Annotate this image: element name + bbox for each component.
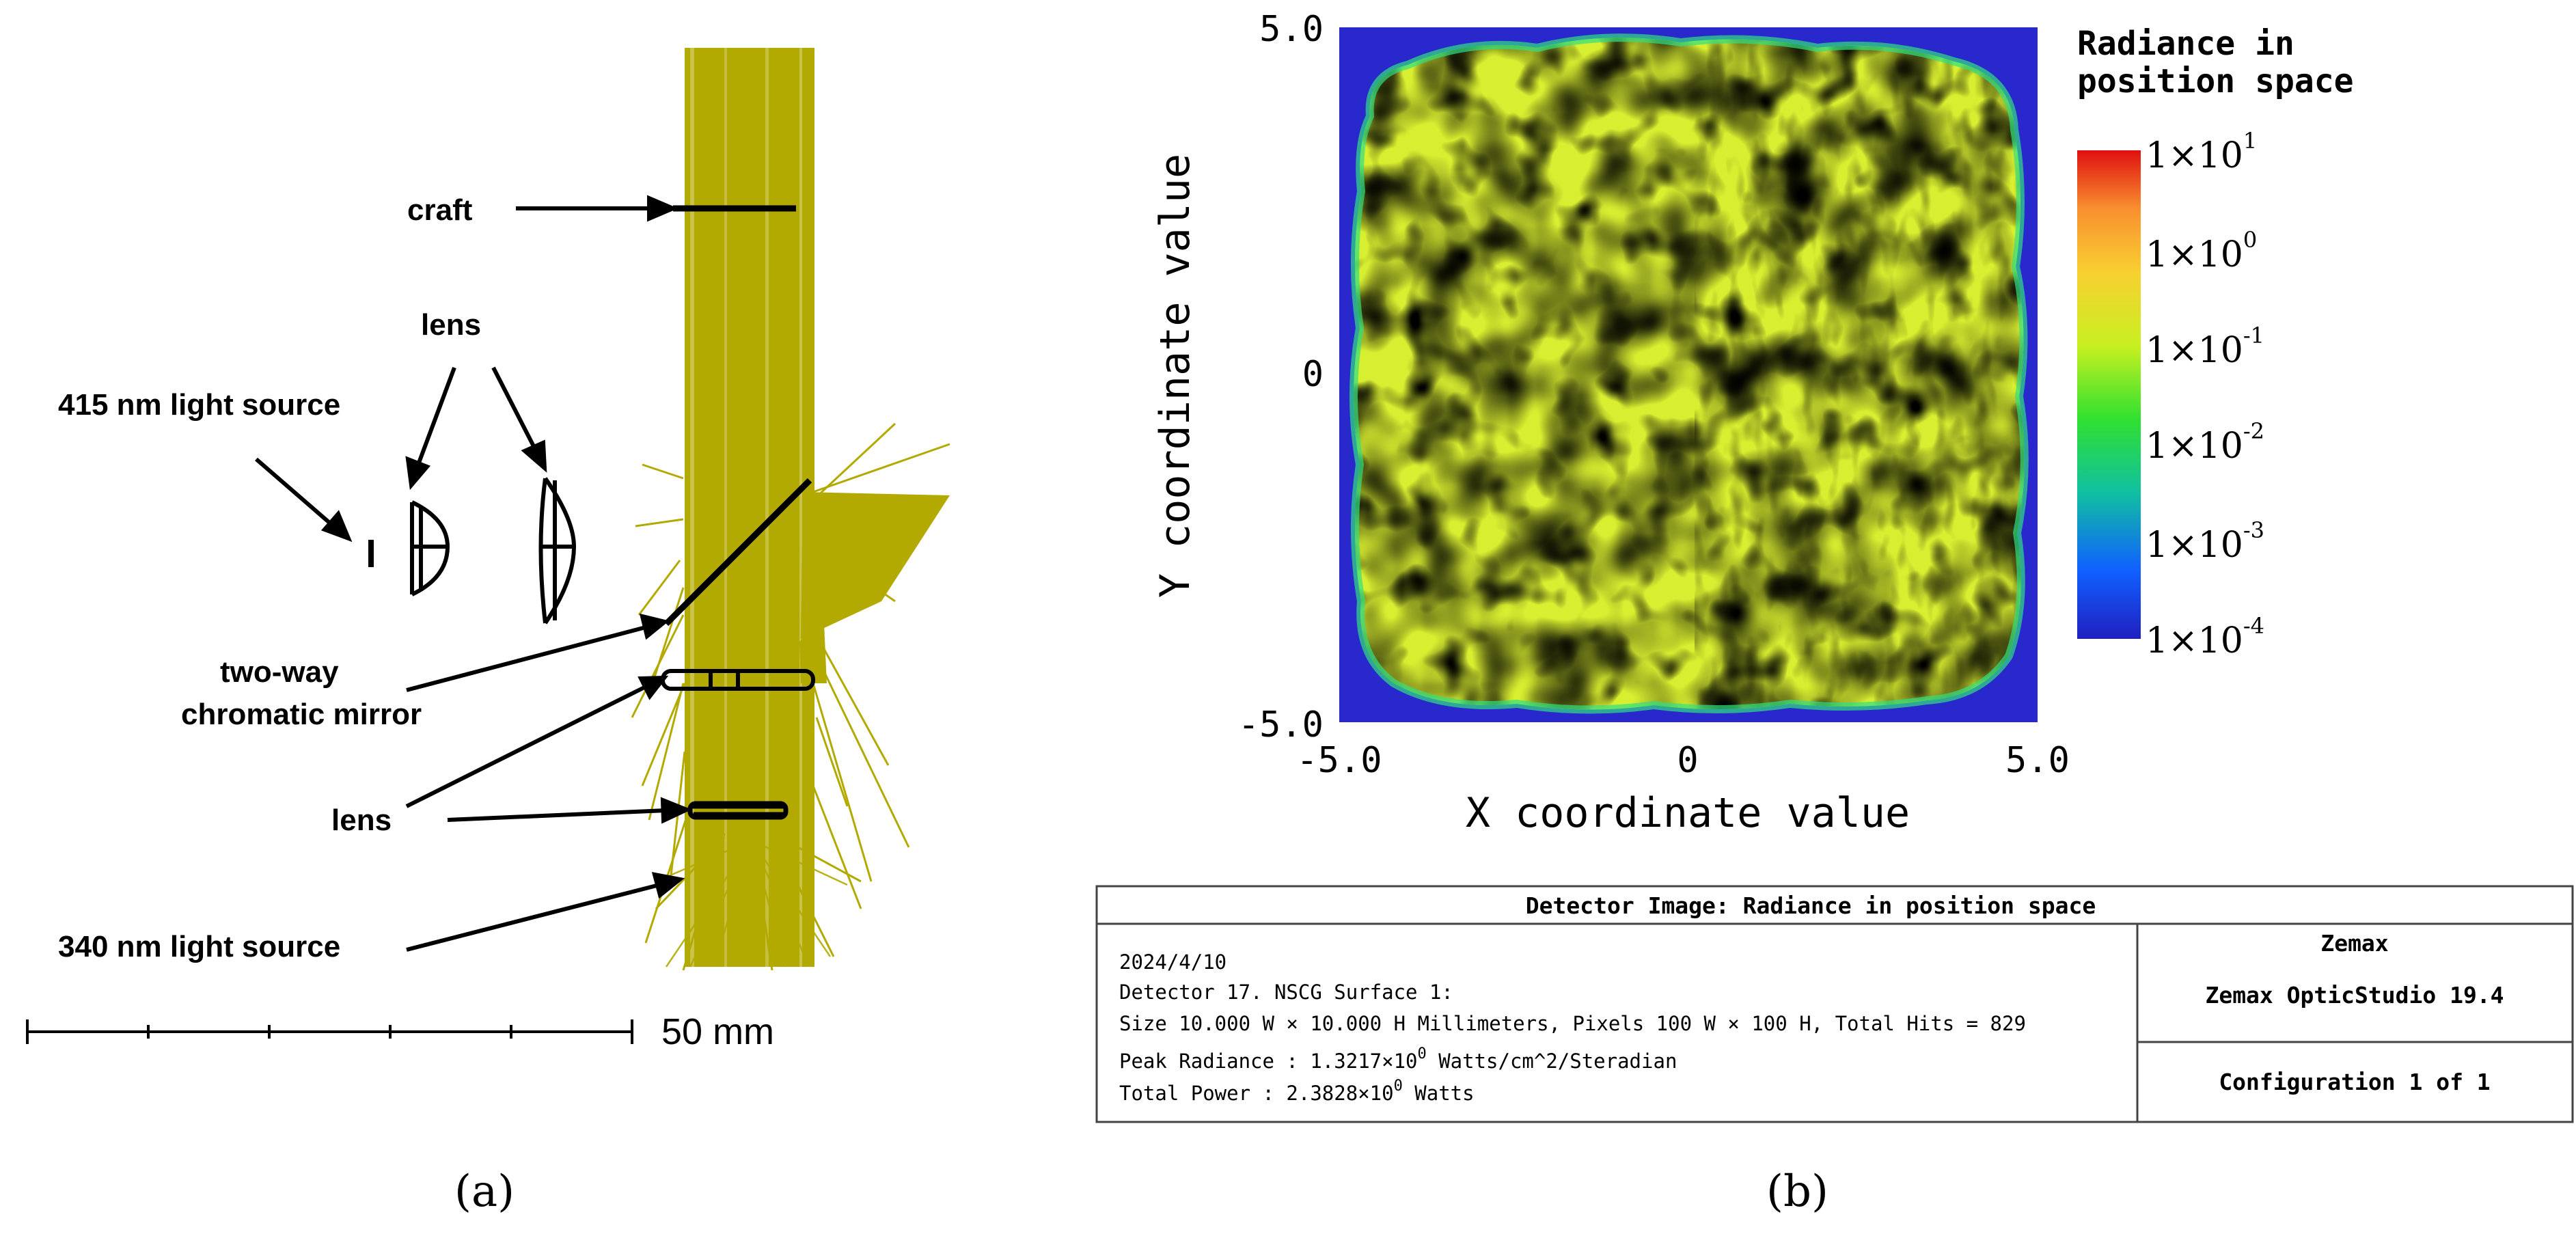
caption-a: (a) xyxy=(454,1166,515,1217)
optical-layout-diagram: craft lens 415 nm light source two-way c… xyxy=(26,48,950,1217)
lens-left-large xyxy=(538,477,577,625)
colorbar-tick: 1×10-2 xyxy=(2146,418,2264,467)
info-company: Zemax xyxy=(2320,930,2388,957)
label-mirror-line1: two-way xyxy=(220,655,339,689)
radiance-heatmap-chart: 5.0 0 -5.0 -5.0 0 5.0 X coordinate value… xyxy=(1151,9,2354,837)
colorbar-tick: 1×10-4 xyxy=(2146,613,2264,661)
caption-b: (b) xyxy=(1766,1166,1828,1217)
label-mirror-line2: chromatic mirror xyxy=(181,698,422,731)
lens-left-small xyxy=(410,500,450,597)
x-tick-left: -5.0 xyxy=(1296,740,1382,781)
colorbar-tick: 1×10-3 xyxy=(2146,517,2264,566)
y-tick-bottom: -5.0 xyxy=(1238,704,1324,745)
colorbar-tick: 1×100 xyxy=(2146,227,2257,275)
info-configuration: Configuration 1 of 1 xyxy=(2219,1069,2490,1095)
label-lens-top: lens xyxy=(421,308,481,342)
colorbar-gradient xyxy=(2077,150,2141,639)
label-craft: craft xyxy=(407,193,473,227)
info-size: Size 10.000 W × 10.000 H Millimeters, Pi… xyxy=(1119,1012,2026,1035)
colorbar-title-line2: position space xyxy=(2077,62,2354,100)
info-title: Detector Image: Radiance in position spa… xyxy=(1526,892,2096,919)
x-axis-label: X coordinate value xyxy=(1466,789,1910,837)
label-arrows xyxy=(255,195,692,952)
label-lens-bottom: lens xyxy=(331,804,392,837)
info-product: Zemax OpticStudio 19.4 xyxy=(2205,982,2504,1009)
info-date: 2024/4/10 xyxy=(1119,950,1227,974)
x-tick-mid: 0 xyxy=(1677,740,1698,781)
ray-bundle xyxy=(631,48,950,971)
info-total-power: Total Power : 2.3828×100 Watts xyxy=(1119,1078,1475,1105)
colorbar-ticks: 1×101 1×100 1×10-1 1×10-2 1×10-3 1×10-4 xyxy=(2146,128,2264,661)
colorbar-tick: 1×10-1 xyxy=(2146,323,2264,371)
lens-lower-element xyxy=(687,801,789,820)
y-tick-top: 5.0 xyxy=(1259,9,1324,50)
label-source-340: 340 nm light source xyxy=(58,930,340,963)
colorbar-title-line1: Radiance in xyxy=(2077,25,2294,63)
heatmap-spot xyxy=(1354,38,2025,710)
chromatic-mirror xyxy=(663,478,812,627)
colorbar-tick: 1×101 xyxy=(2146,128,2257,176)
detector-info-box: Detector Image: Radiance in position spa… xyxy=(1095,885,2574,1123)
y-axis-label: Y coordinate value xyxy=(1151,154,1199,598)
info-detector: Detector 17. NSCG Surface 1: xyxy=(1119,981,1453,1004)
y-tick-mid: 0 xyxy=(1302,354,1324,395)
scale-bar xyxy=(26,1019,633,1044)
x-tick-right: 5.0 xyxy=(2005,740,2070,781)
info-peak-radiance: Peak Radiance : 1.3217×100 Watts/cm^2/St… xyxy=(1119,1045,1677,1073)
label-source-415: 415 nm light source xyxy=(58,388,340,422)
scale-bar-label: 50 mm xyxy=(661,1011,774,1052)
